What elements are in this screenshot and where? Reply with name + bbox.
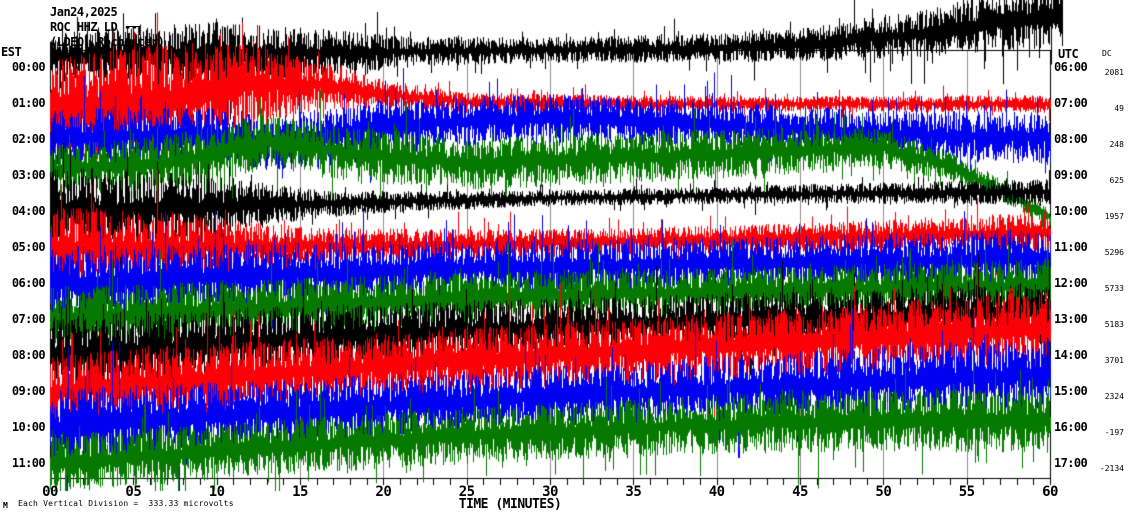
right-hour-label: 13:00 [1054, 312, 1088, 326]
left-hour-label: 09:00 [11, 384, 46, 398]
right-hour-label: 09:00 [1054, 168, 1088, 182]
right-hour-label: 10:00 [1054, 204, 1088, 218]
dc-value: 49 [1114, 104, 1124, 113]
dc-value: 5733 [1104, 284, 1124, 293]
x-tick-label: 25 [458, 484, 475, 500]
dc-value: 3701 [1104, 356, 1124, 365]
left-hour-label: 10:00 [11, 420, 46, 434]
x-tick-label: 50 [875, 484, 892, 500]
left-hour-label: 02:00 [11, 132, 46, 146]
dc-value: 5296 [1104, 248, 1124, 257]
right-hour-label: 07:00 [1054, 96, 1088, 110]
dc-value: 2081 [1104, 68, 1124, 77]
left-hour-label: 00:00 [11, 60, 46, 74]
right-hour-label: 15:00 [1054, 384, 1088, 398]
right-hour-label: 11:00 [1054, 240, 1088, 254]
utc-label: UTC [1058, 47, 1079, 61]
dc-header: DC [1102, 49, 1112, 58]
right-hour-label: 08:00 [1054, 132, 1088, 146]
x-tick-label: 00 [42, 484, 58, 500]
dc-value: -197 [1104, 428, 1124, 437]
left-hour-label: 07:00 [11, 312, 46, 326]
x-tick-label: 60 [1042, 484, 1058, 500]
right-hour-label: 16:00 [1054, 420, 1088, 434]
x-tick-label: 45 [792, 484, 808, 500]
scale-marker-icon [139, 26, 140, 35]
right-hour-label: 12:00 [1054, 276, 1088, 290]
left-hour-label: 11:00 [11, 456, 46, 470]
x-tick-label: 05 [125, 484, 142, 500]
dc-value: 5183 [1104, 320, 1124, 329]
left-hour-label: 05:00 [11, 240, 46, 254]
x-axis-title: TIME (MINUTES) [458, 497, 562, 512]
logo-glyph: M [3, 501, 8, 510]
x-tick-label: 30 [542, 484, 558, 500]
x-tick-label: 10 [208, 484, 225, 500]
x-tick-label: 40 [708, 484, 725, 500]
dc-value: -2134 [1099, 464, 1124, 473]
left-hour-label: 01:00 [11, 96, 46, 110]
x-tick-label: 55 [958, 484, 975, 500]
header-location: (LDEO, Rochester) [50, 35, 165, 49]
scale-note: Each Vertical Division = 333.33 microvol… [18, 499, 234, 508]
x-tick-label: 15 [292, 484, 308, 500]
x-tick-label: 20 [375, 484, 392, 500]
x-tick-label: 35 [625, 484, 642, 500]
scale-marker-icon [126, 26, 140, 27]
right-hour-label: 14:00 [1054, 348, 1088, 362]
dc-value: 625 [1109, 176, 1124, 185]
est-label: EST [1, 45, 22, 59]
left-hour-label: 03:00 [11, 168, 46, 182]
left-hour-label: 06:00 [11, 276, 46, 290]
right-hour-label: 17:00 [1054, 456, 1088, 470]
dc-value: 2324 [1104, 392, 1124, 401]
dc-value: 1957 [1104, 212, 1124, 221]
left-hour-label: 08:00 [11, 348, 46, 362]
header-station: ROC HHZ LD -- [50, 20, 138, 34]
left-hour-label: 04:00 [11, 204, 46, 218]
right-hour-label: 06:00 [1054, 60, 1088, 74]
header-date: Jan24,2025 [50, 5, 118, 19]
dc-value: 248 [1109, 140, 1124, 149]
